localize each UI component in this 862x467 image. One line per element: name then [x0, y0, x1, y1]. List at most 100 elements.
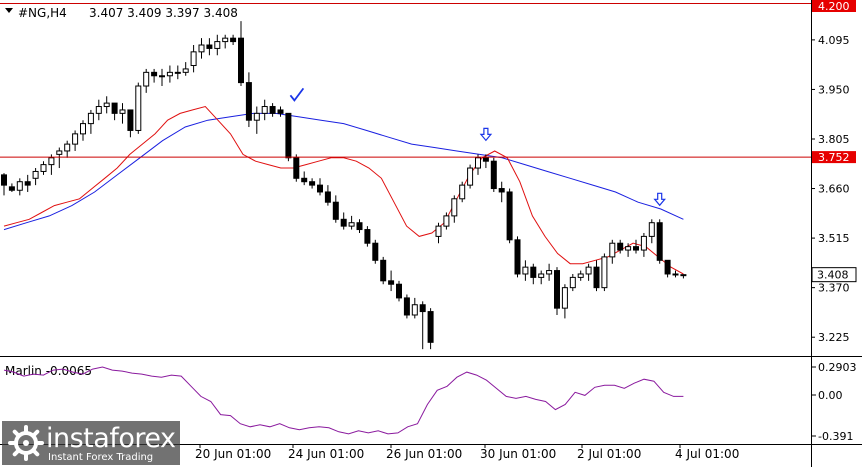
watermark-tagline: Instant Forex Trading: [48, 452, 154, 463]
price-tick-label: 4.095: [818, 34, 850, 47]
moving-averages: [3, 105, 684, 275]
instaforex-logo-icon: [8, 425, 44, 461]
candle-body: [151, 71, 158, 77]
candle-body: [8, 186, 15, 191]
candle: [625, 243, 632, 257]
candle: [48, 154, 55, 175]
candle: [119, 103, 126, 124]
candle-body: [348, 222, 355, 227]
candle-body: [135, 85, 142, 131]
candle: [633, 239, 639, 254]
candle-body: [514, 239, 521, 275]
candle: [111, 102, 118, 121]
candle-body: [80, 123, 86, 135]
candle: [467, 164, 474, 189]
candle-body: [103, 102, 110, 108]
oscillator-scale-low: -0.391: [818, 430, 853, 443]
candle-body: [317, 184, 323, 193]
candle-body: [664, 259, 671, 275]
candle: [40, 161, 47, 175]
candle: [301, 171, 308, 186]
horizontal-levels: [0, 3, 811, 158]
price-tick-label: 3.515: [818, 232, 850, 245]
candle-body: [625, 246, 632, 251]
candle-body: [356, 222, 363, 231]
candle-body: [16, 181, 23, 191]
candle: [174, 65, 181, 80]
marlin-oscillator-line: [3, 366, 684, 435]
time-label-2jul: 2 Jul 01:00: [577, 447, 641, 461]
oscillator-line: [3, 366, 684, 435]
candle-body: [522, 266, 529, 275]
checkmark-icon: [289, 87, 305, 102]
candle: [372, 239, 379, 264]
candle: [554, 267, 560, 315]
candle: [459, 181, 466, 203]
candle-body: [143, 71, 150, 87]
candle-body: [222, 37, 229, 43]
candle: [680, 274, 687, 279]
candle-body: [364, 229, 371, 244]
price-tick-label: 3.370: [818, 282, 850, 295]
candle-body: [451, 198, 458, 217]
candle: [577, 270, 584, 281]
candle: [403, 294, 410, 319]
candle: [435, 222, 442, 244]
candle-body: [656, 222, 663, 261]
candle: [80, 120, 86, 141]
candle-body: [24, 181, 31, 186]
candle-body: [640, 235, 647, 251]
candle-body: [609, 242, 616, 258]
candle: [664, 259, 671, 278]
top-level-price-label: 4.200: [818, 0, 850, 13]
candle-body: [601, 256, 608, 289]
candle: [222, 34, 229, 49]
candle-body: [230, 37, 237, 43]
candle-body: [293, 157, 300, 179]
candle-body: [419, 304, 426, 313]
candle-body: [538, 273, 545, 278]
fast-moving-average-line: [3, 105, 684, 275]
price-tick-label: 3.950: [818, 83, 850, 96]
down-arrow-icon: [653, 192, 666, 207]
candle-body: [490, 160, 497, 190]
candle: [317, 178, 323, 196]
candle-body: [475, 157, 481, 169]
candle-body: [198, 44, 205, 53]
candle-body: [309, 181, 316, 186]
candle-body: [585, 266, 592, 275]
candle-body: [206, 44, 213, 49]
candle: [340, 212, 347, 230]
candle: [1, 173, 7, 196]
candle-body: [482, 157, 489, 162]
candle: [56, 147, 63, 169]
candle: [396, 280, 402, 302]
candle-body: [269, 106, 276, 114]
candle: [356, 219, 363, 233]
candle: [24, 174, 31, 192]
candle: [380, 256, 387, 285]
current-price-label: 3.408: [817, 269, 849, 282]
candle: [151, 68, 158, 83]
candle-body: [301, 177, 308, 183]
candle: [640, 232, 647, 257]
candle: [451, 195, 458, 223]
top-level-price-label-bg: [812, 0, 856, 12]
candle: [206, 38, 213, 56]
candle: [182, 62, 189, 76]
oscillator-scale-high: 0.2903: [818, 361, 857, 374]
candle: [561, 284, 568, 319]
collapse-triangle-icon[interactable]: [5, 8, 13, 13]
price-tick-label: 3.225: [818, 331, 850, 344]
candle: [324, 185, 331, 206]
candle-body: [561, 287, 568, 309]
candle: [285, 112, 292, 162]
candle: [277, 106, 284, 117]
oscillator-label: Marlin -0.0065: [5, 364, 92, 378]
candle-body: [40, 164, 47, 172]
candle: [269, 103, 276, 117]
candle-body: [190, 51, 197, 67]
down-arrow-icon: [479, 127, 493, 142]
candle: [32, 168, 39, 186]
price-chart[interactable]: #NG,H4 3.407 3.409 3.397 3.408 4.095 3.95…: [0, 0, 862, 357]
